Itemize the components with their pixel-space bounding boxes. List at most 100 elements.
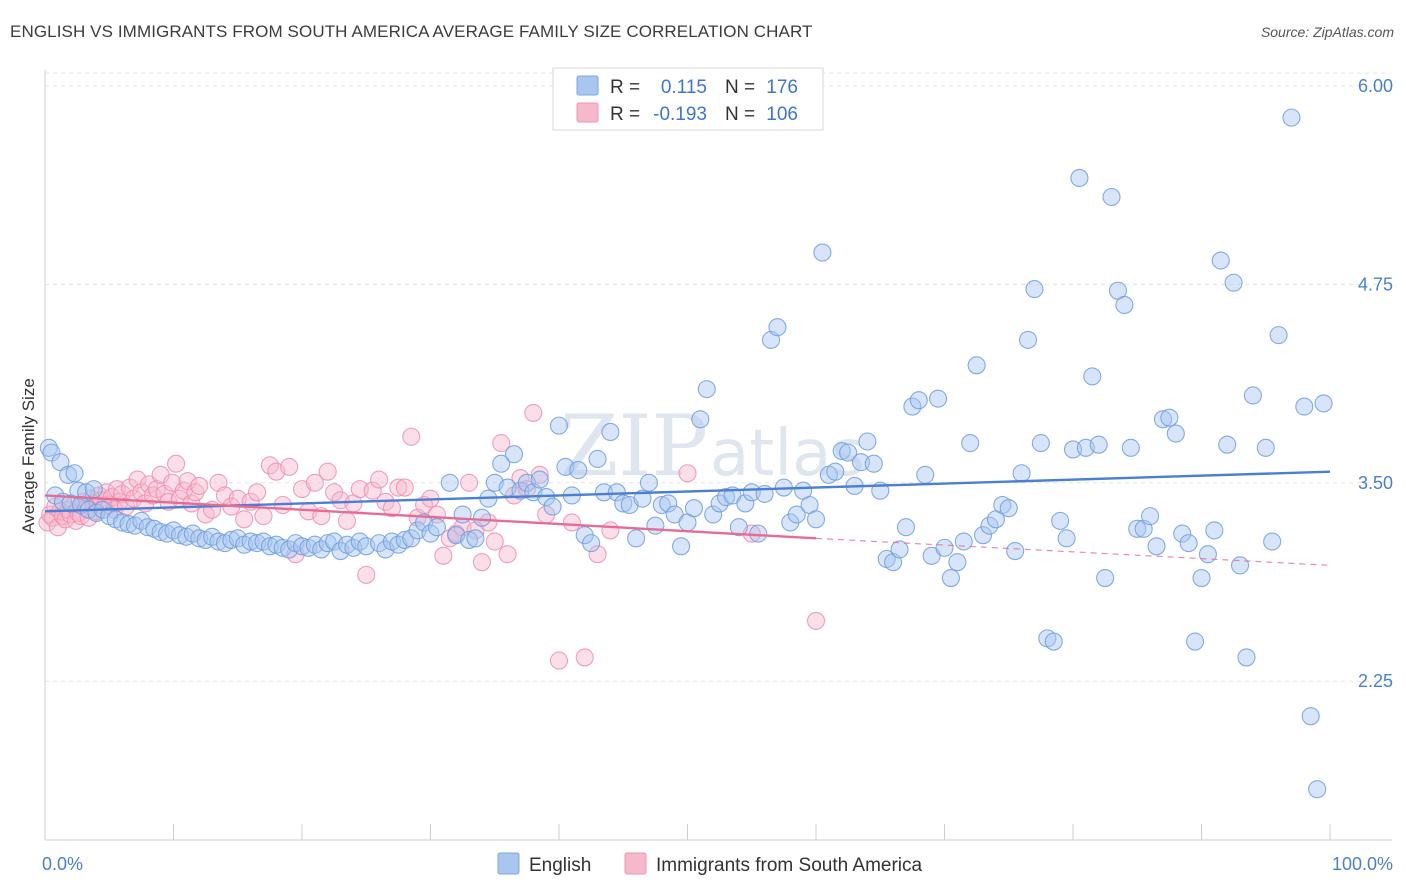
english-point (1173, 524, 1192, 543)
english-point (973, 526, 993, 545)
bottom-legend-swatch-immigrants (624, 852, 647, 875)
english-point (39, 438, 58, 457)
immigrants-point (588, 545, 607, 564)
y-tick-labels: 2.25 3.50 4.75 6.00 (1358, 76, 1393, 691)
immigrants-point (305, 473, 324, 492)
immigrants-point (363, 481, 382, 500)
english-point (1295, 397, 1314, 416)
english-point (697, 380, 716, 399)
immigrants-point (601, 521, 620, 540)
english-point (1128, 519, 1147, 538)
immigrants-point (434, 546, 453, 565)
english-point (318, 534, 337, 553)
english-point (929, 389, 948, 408)
x-tick-label: 100.0% (1332, 854, 1393, 874)
english-point (1263, 532, 1282, 551)
english-point (826, 462, 845, 481)
legend-swatch-english (576, 75, 599, 96)
immigrants-point (235, 510, 254, 529)
series-english-points (39, 108, 1333, 799)
trend-lines (44, 470, 1331, 566)
english-point (1218, 435, 1237, 454)
immigrants-point (167, 454, 186, 473)
immigrants-point (472, 553, 491, 572)
english-point (614, 494, 633, 513)
english-point (1198, 545, 1217, 564)
english-point (42, 443, 61, 462)
english-point (1243, 386, 1262, 405)
english-point (1141, 507, 1160, 526)
english-point (684, 499, 703, 518)
english-point (639, 473, 659, 492)
english-point (961, 434, 980, 453)
english-point (729, 518, 748, 537)
legend-swatch-immigrants (576, 102, 599, 123)
immigrants-point (459, 473, 479, 492)
english-point (896, 518, 916, 537)
english-point (84, 480, 103, 499)
x-tick-label: 0.0% (42, 854, 83, 874)
legend-r-value-immigrants: -0.193 (653, 104, 707, 125)
immigrants-point (318, 462, 337, 481)
english-point (858, 432, 877, 451)
english-point (1102, 187, 1121, 207)
english-point (594, 483, 614, 502)
english-point (427, 518, 446, 537)
immigrants-point (530, 465, 549, 484)
immigrants-point (402, 427, 421, 446)
english-point (569, 461, 588, 480)
y-tick-label: 2.25 (1358, 671, 1393, 691)
english-point (1269, 326, 1288, 345)
immigrants-point (678, 464, 697, 483)
legend-r-label-immigrants: R = (610, 104, 640, 125)
english-point (453, 505, 472, 524)
english-point (582, 534, 601, 553)
english-point (1211, 251, 1230, 270)
immigrants-point (370, 470, 389, 489)
immigrants-point (485, 532, 504, 551)
english-point (806, 510, 826, 529)
english-point (1031, 434, 1050, 453)
english-point (1224, 273, 1243, 292)
bottom-legend-label-english: English (529, 855, 591, 876)
immigrants-point (247, 483, 267, 502)
english-point (716, 488, 736, 507)
english-point (543, 497, 562, 516)
english-point (588, 449, 607, 469)
english-point (1160, 408, 1179, 427)
english-point (549, 416, 569, 435)
english-point (601, 422, 620, 442)
english-point (59, 465, 78, 484)
english-point (832, 441, 851, 461)
english-point (691, 410, 710, 429)
english-point (530, 470, 549, 489)
x-tick-labels: 0.0% 100.0% (42, 854, 1393, 874)
english-point (768, 318, 787, 337)
english-point (1051, 511, 1070, 530)
immigrants-point (254, 507, 273, 526)
legend-r-value-english: 0.115 (661, 77, 707, 98)
english-point (1282, 108, 1301, 127)
immigrants-point (549, 651, 569, 670)
english-point (787, 505, 806, 524)
english-point (736, 494, 755, 513)
english-point (1301, 707, 1320, 726)
english-point (839, 443, 858, 462)
gridlines (45, 72, 1390, 682)
legend-n-value-english: 176 (766, 77, 798, 98)
english-point (1231, 556, 1250, 575)
legend-r-label-english: R = (610, 77, 640, 98)
legend-n-label-immigrants: N = (725, 104, 755, 125)
chart-title: ENGLISH VS IMMIGRANTS FROM SOUTH AMERICA… (10, 22, 813, 41)
immigrants-point (806, 611, 826, 630)
english-point (652, 495, 671, 515)
english-point (749, 524, 768, 543)
immigrants-trend-extension (815, 537, 1331, 566)
english-point (1096, 568, 1115, 588)
english-point (1089, 435, 1108, 454)
english-point (967, 356, 986, 375)
english-point (1006, 542, 1025, 561)
english-point (890, 540, 909, 559)
english-point (1205, 521, 1224, 540)
english-point (1147, 537, 1166, 556)
